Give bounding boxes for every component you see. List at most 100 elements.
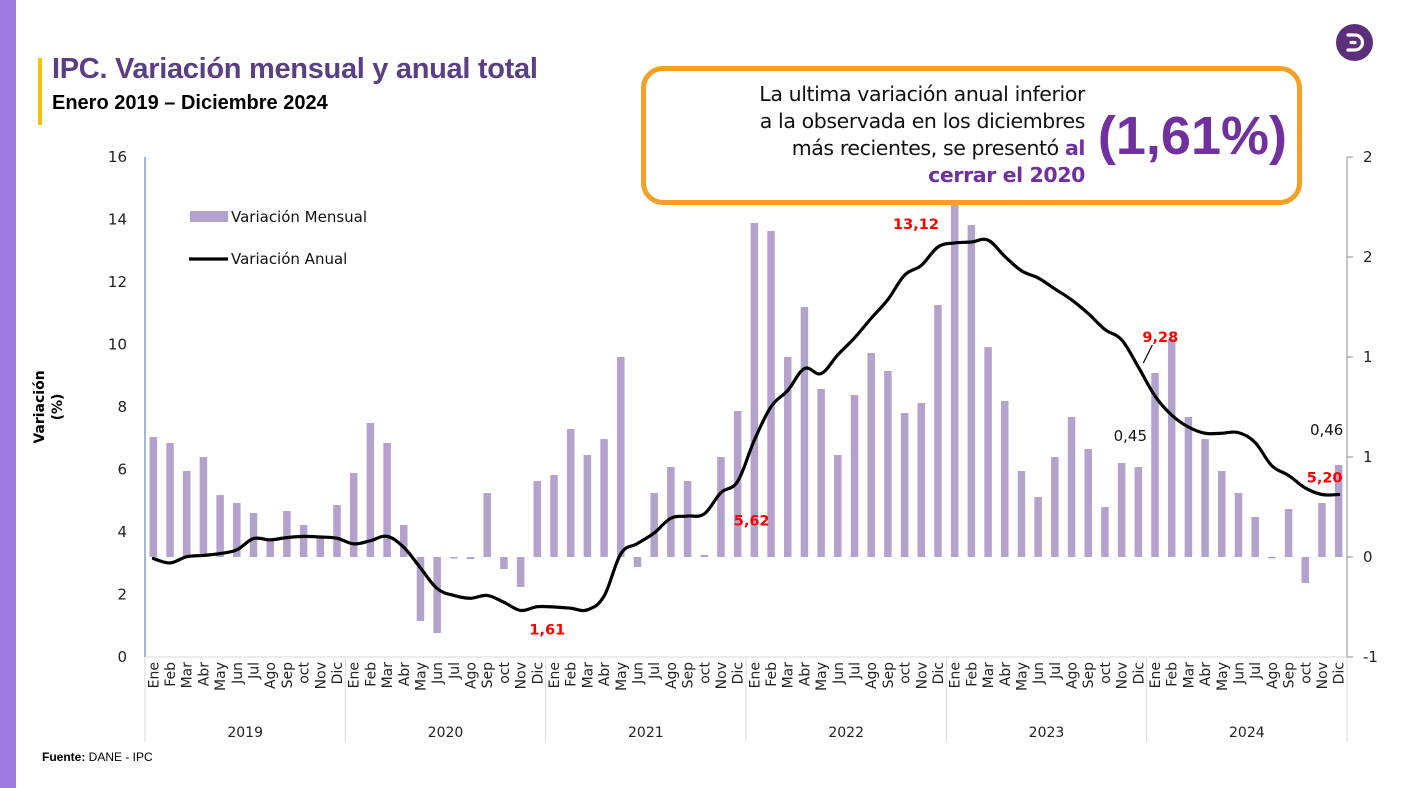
month-label: Abr <box>998 662 1014 686</box>
monthly-bar <box>767 231 775 557</box>
right-axis-tick-label: -1 <box>1363 648 1378 666</box>
month-label: Ago <box>1065 662 1081 689</box>
month-label: Dic <box>330 662 346 684</box>
monthly-bar <box>1268 557 1276 559</box>
data-label: 9,28 <box>1142 330 1178 346</box>
monthly-bar <box>216 495 224 557</box>
month-label: Sep <box>280 662 296 689</box>
monthly-bar <box>550 475 558 557</box>
right-axis-tick-label: 1 <box>1363 348 1373 366</box>
month-label: oct <box>1298 662 1314 684</box>
monthly-bar <box>1017 471 1026 557</box>
month-label: Ago <box>664 662 680 689</box>
month-label: Ago <box>1265 662 1281 689</box>
month-label: oct <box>697 662 713 684</box>
month-label: Jul <box>447 662 463 680</box>
month-label: Feb <box>163 662 179 687</box>
monthly-bar <box>934 305 942 557</box>
left-axis-tick-label: 4 <box>117 523 127 541</box>
monthly-bar <box>950 201 959 557</box>
month-label: Sep <box>681 662 697 689</box>
month-label: Ago <box>263 662 279 689</box>
monthly-bar <box>1334 465 1343 557</box>
month-label: Nov <box>714 662 730 689</box>
left-axis-tick-label: 6 <box>117 461 127 479</box>
month-label: Jun <box>430 662 446 685</box>
month-label: Jul <box>848 662 864 680</box>
month-label: Abr <box>797 662 813 686</box>
monthly-bar <box>383 443 391 557</box>
page-subtitle: Enero 2019 – Diciembre 2024 <box>52 92 328 114</box>
annual-line <box>151 237 1341 613</box>
y-axis-title-line: (%) <box>50 394 66 421</box>
monthly-bar <box>366 423 375 557</box>
month-label: Sep <box>1282 662 1298 689</box>
month-label: Abr <box>196 662 212 686</box>
month-label: Nov <box>1315 662 1331 689</box>
monthly-bar <box>266 539 274 557</box>
month-label: Sep <box>480 662 496 689</box>
monthly-bar <box>750 223 759 557</box>
month-label: Mar <box>1181 662 1197 689</box>
month-label: Jun <box>630 662 646 685</box>
legend-swatch-mensual <box>190 211 228 222</box>
month-label: Jun <box>1231 662 1247 685</box>
month-label: Jun <box>230 662 246 685</box>
month-label: Mar <box>981 662 997 689</box>
monthly-bar <box>1218 471 1226 557</box>
month-label: Jun <box>831 662 847 685</box>
monthly-bar <box>1151 373 1159 557</box>
month-label: Jun <box>1031 662 1047 685</box>
right-axis-tick-label: 0 <box>1363 548 1373 566</box>
source-note: Fuente: DANE - IPC <box>42 750 153 764</box>
month-label: Feb <box>363 662 379 687</box>
annual-line-path <box>151 237 1341 613</box>
monthly-bar <box>783 357 792 557</box>
month-label: Dic <box>530 662 546 684</box>
left-axis-tick-label: 2 <box>117 586 127 604</box>
data-label: 13,12 <box>893 217 939 233</box>
month-label: Ene <box>547 662 563 688</box>
left-axis-tick-label: 8 <box>117 398 127 416</box>
data-label: 5,62 <box>734 513 770 529</box>
month-label: Abr <box>1198 662 1214 686</box>
monthly-bar <box>1051 457 1059 557</box>
left-axis-tick-label: 14 <box>108 211 127 229</box>
monthly-bar <box>433 557 441 633</box>
dane-logo-icon <box>1336 24 1373 61</box>
monthly-bar <box>900 413 909 557</box>
monthly-bar <box>583 455 592 557</box>
month-label: Dic <box>1131 662 1147 684</box>
chart-legend: Variación Mensual Variación Anual <box>189 208 367 268</box>
month-label: May <box>1215 662 1231 691</box>
month-label: May <box>814 662 830 691</box>
left-axis-tick-label: 16 <box>108 148 127 166</box>
source-text: DANE - IPC <box>85 750 153 764</box>
right-axis-tick-label: 2 <box>1363 248 1373 266</box>
month-label: Mar <box>180 662 196 689</box>
year-label: 2022 <box>828 725 864 741</box>
left-axis-tick-label: 0 <box>117 648 127 666</box>
monthly-bar <box>1084 449 1092 557</box>
monthly-bar <box>299 525 308 557</box>
month-label: May <box>413 662 429 691</box>
monthly-bar <box>650 493 658 557</box>
year-label: 2019 <box>227 725 263 741</box>
month-label: Ago <box>864 662 880 689</box>
month-label: Feb <box>964 662 980 687</box>
callout-line-3-highlight: al <box>1064 136 1085 160</box>
callout-text: La ultima variación anual inferior a la … <box>759 81 1085 189</box>
monthly-bar <box>717 457 725 557</box>
callout-box: La ultima variación anual inferior a la … <box>641 66 1302 205</box>
month-label: Ene <box>1148 662 1164 688</box>
month-label: oct <box>898 662 914 684</box>
month-label: Abr <box>397 662 413 686</box>
left-axis-tick-label: 10 <box>108 336 127 354</box>
month-label: Ago <box>464 662 480 689</box>
monthly-bar <box>1234 493 1243 557</box>
month-label: Dic <box>931 662 947 684</box>
monthly-bar <box>683 481 692 557</box>
monthly-bar <box>500 557 508 569</box>
monthly-bar <box>834 455 842 557</box>
